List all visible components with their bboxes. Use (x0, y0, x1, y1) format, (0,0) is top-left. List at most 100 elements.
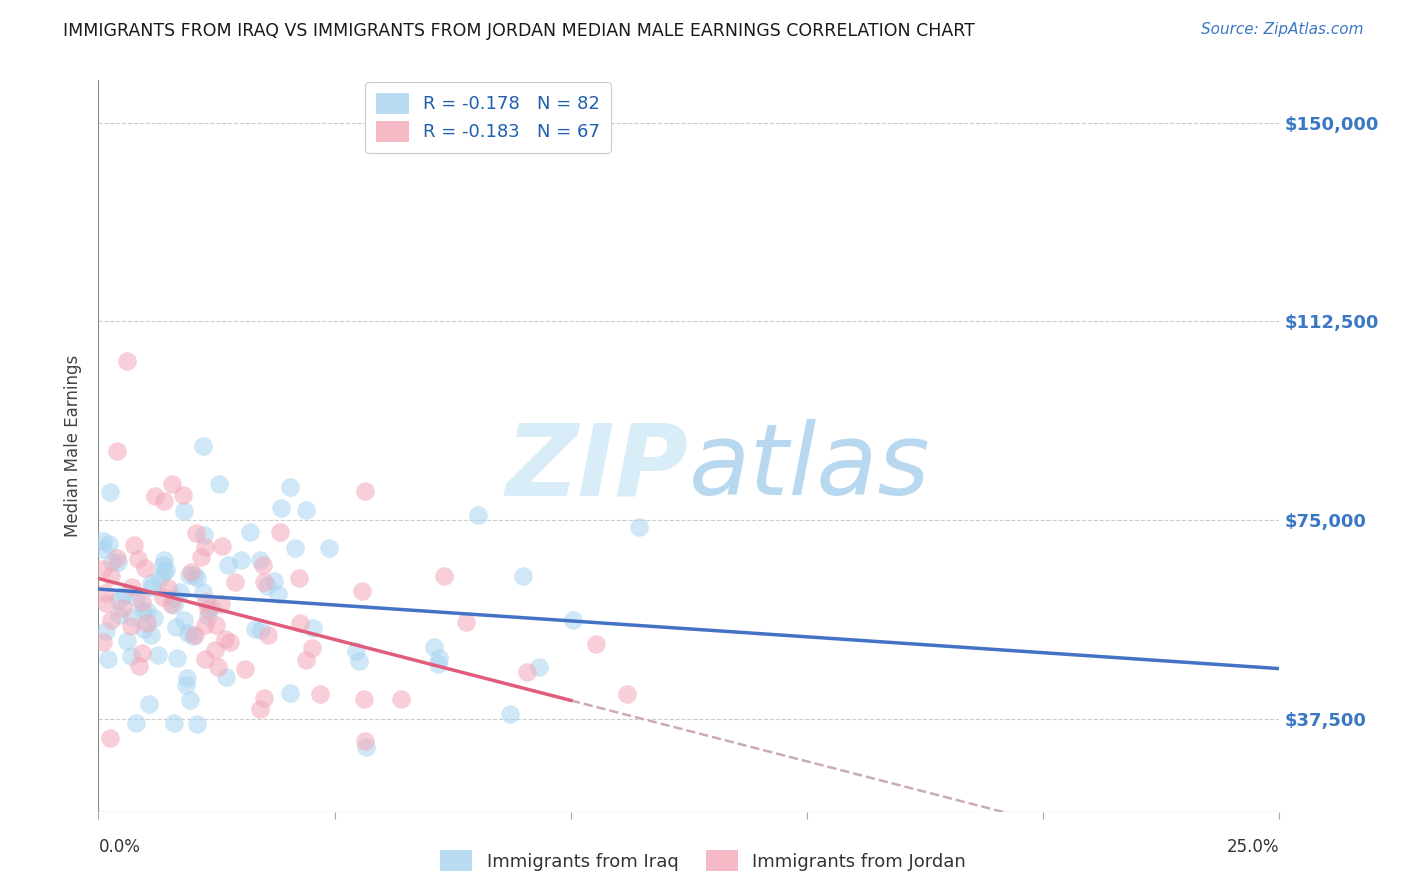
Point (121, 610, 143, 624)
Point (243, 622, 266, 636)
Point (252, 558, 274, 572)
Point (186, 716, 208, 731)
Point (423, 640, 446, 654)
Point (195, 595, 218, 609)
Point (181, 629, 204, 643)
Point (156, 581, 179, 595)
Point (389, 692, 412, 706)
Point (562, 613, 585, 627)
Point (194, 651, 217, 665)
Point (105, 819, 128, 833)
Point (269, 524, 291, 539)
Point (173, 504, 195, 518)
Point (115, 634, 138, 648)
Point (301, 641, 323, 656)
Point (190, 550, 212, 565)
Point (208, 477, 231, 491)
Text: ZIP: ZIP (506, 419, 689, 516)
Point (344, 644, 367, 658)
Point (295, 653, 318, 667)
Point (172, 488, 194, 502)
Point (149, 571, 172, 585)
Point (194, 617, 217, 632)
Point (98, 537, 121, 551)
Point (91, 533, 114, 548)
Point (134, 560, 156, 574)
Y-axis label: Median Male Earnings: Median Male Earnings (65, 355, 83, 537)
Point (105, 444, 128, 458)
Point (250, 624, 273, 638)
Point (96, 624, 118, 638)
Point (163, 598, 186, 612)
Point (120, 649, 142, 664)
Point (139, 576, 162, 591)
Point (219, 635, 242, 649)
Point (353, 691, 375, 706)
Point (278, 480, 301, 494)
Point (280, 686, 302, 700)
Point (253, 690, 276, 705)
Point (256, 628, 278, 642)
Point (427, 651, 450, 665)
Point (131, 646, 153, 660)
Point (183, 628, 205, 642)
Point (169, 585, 191, 599)
Point (152, 558, 174, 573)
Point (152, 494, 174, 508)
Point (98, 485, 121, 500)
Point (209, 597, 232, 611)
Point (146, 648, 169, 662)
Point (107, 555, 129, 569)
Point (160, 476, 183, 491)
Point (94, 586, 117, 600)
Point (120, 619, 142, 633)
Point (224, 575, 246, 590)
Point (179, 693, 201, 707)
Point (124, 591, 146, 605)
Point (107, 592, 129, 607)
Point (122, 538, 145, 552)
Point (91, 541, 114, 556)
Point (270, 500, 292, 515)
Point (131, 594, 153, 608)
Point (143, 610, 166, 624)
Point (616, 687, 638, 701)
Text: IMMIGRANTS FROM IRAQ VS IMMIGRANTS FROM JORDAN MEDIAN MALE EARNINGS CORRELATION : IMMIGRANTS FROM IRAQ VS IMMIGRANTS FROM … (63, 22, 976, 40)
Point (498, 707, 520, 722)
Text: 25.0%: 25.0% (1227, 838, 1279, 856)
Point (100, 613, 122, 627)
Point (112, 588, 135, 602)
Point (288, 615, 311, 630)
Point (128, 659, 150, 673)
Point (134, 622, 156, 636)
Point (218, 558, 240, 573)
Point (138, 697, 160, 711)
Point (184, 525, 207, 540)
Point (105, 551, 128, 566)
Point (152, 590, 174, 604)
Point (194, 541, 217, 555)
Point (215, 670, 238, 684)
Point (173, 613, 195, 627)
Point (141, 580, 163, 594)
Point (153, 565, 176, 579)
Point (91, 634, 114, 648)
Point (163, 716, 186, 731)
Legend: R = -0.178   N = 82, R = -0.183   N = 67: R = -0.178 N = 82, R = -0.183 N = 67 (366, 82, 610, 153)
Point (183, 568, 205, 582)
Point (350, 583, 373, 598)
Point (354, 739, 377, 754)
Point (100, 568, 122, 582)
Point (288, 571, 311, 585)
Point (354, 734, 377, 748)
Point (349, 654, 371, 668)
Point (177, 567, 200, 582)
Point (467, 508, 489, 522)
Point (267, 587, 290, 601)
Point (193, 528, 215, 542)
Point (98, 731, 121, 745)
Point (165, 619, 187, 633)
Point (115, 354, 138, 368)
Point (284, 541, 307, 555)
Legend: Immigrants from Iraq, Immigrants from Jordan: Immigrants from Iraq, Immigrants from Jo… (433, 843, 973, 879)
